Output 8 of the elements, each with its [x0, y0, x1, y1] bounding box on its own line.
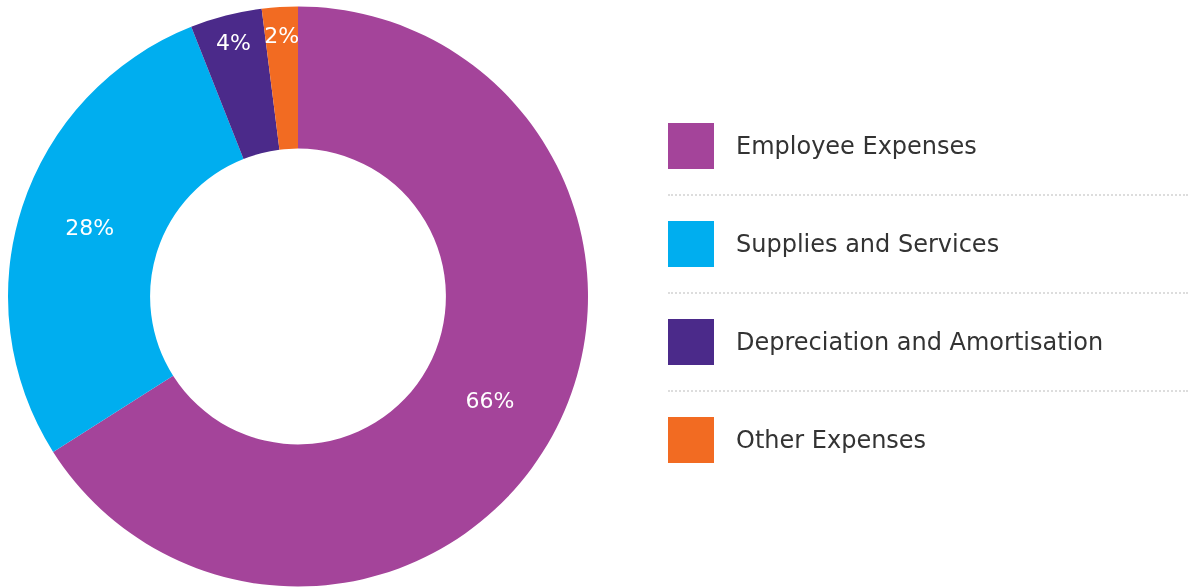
- legend-label: Employee Expenses: [736, 132, 977, 160]
- legend-label: Other Expenses: [736, 426, 927, 454]
- data-label: 2%: [264, 22, 300, 48]
- data-label: 4%: [215, 30, 251, 56]
- data-label: 28%: [65, 214, 115, 240]
- data-label: 66%: [465, 387, 515, 413]
- legend-label: Supplies and Services: [736, 230, 1000, 258]
- legend-label: Depreciation and Amortisation: [736, 328, 1104, 356]
